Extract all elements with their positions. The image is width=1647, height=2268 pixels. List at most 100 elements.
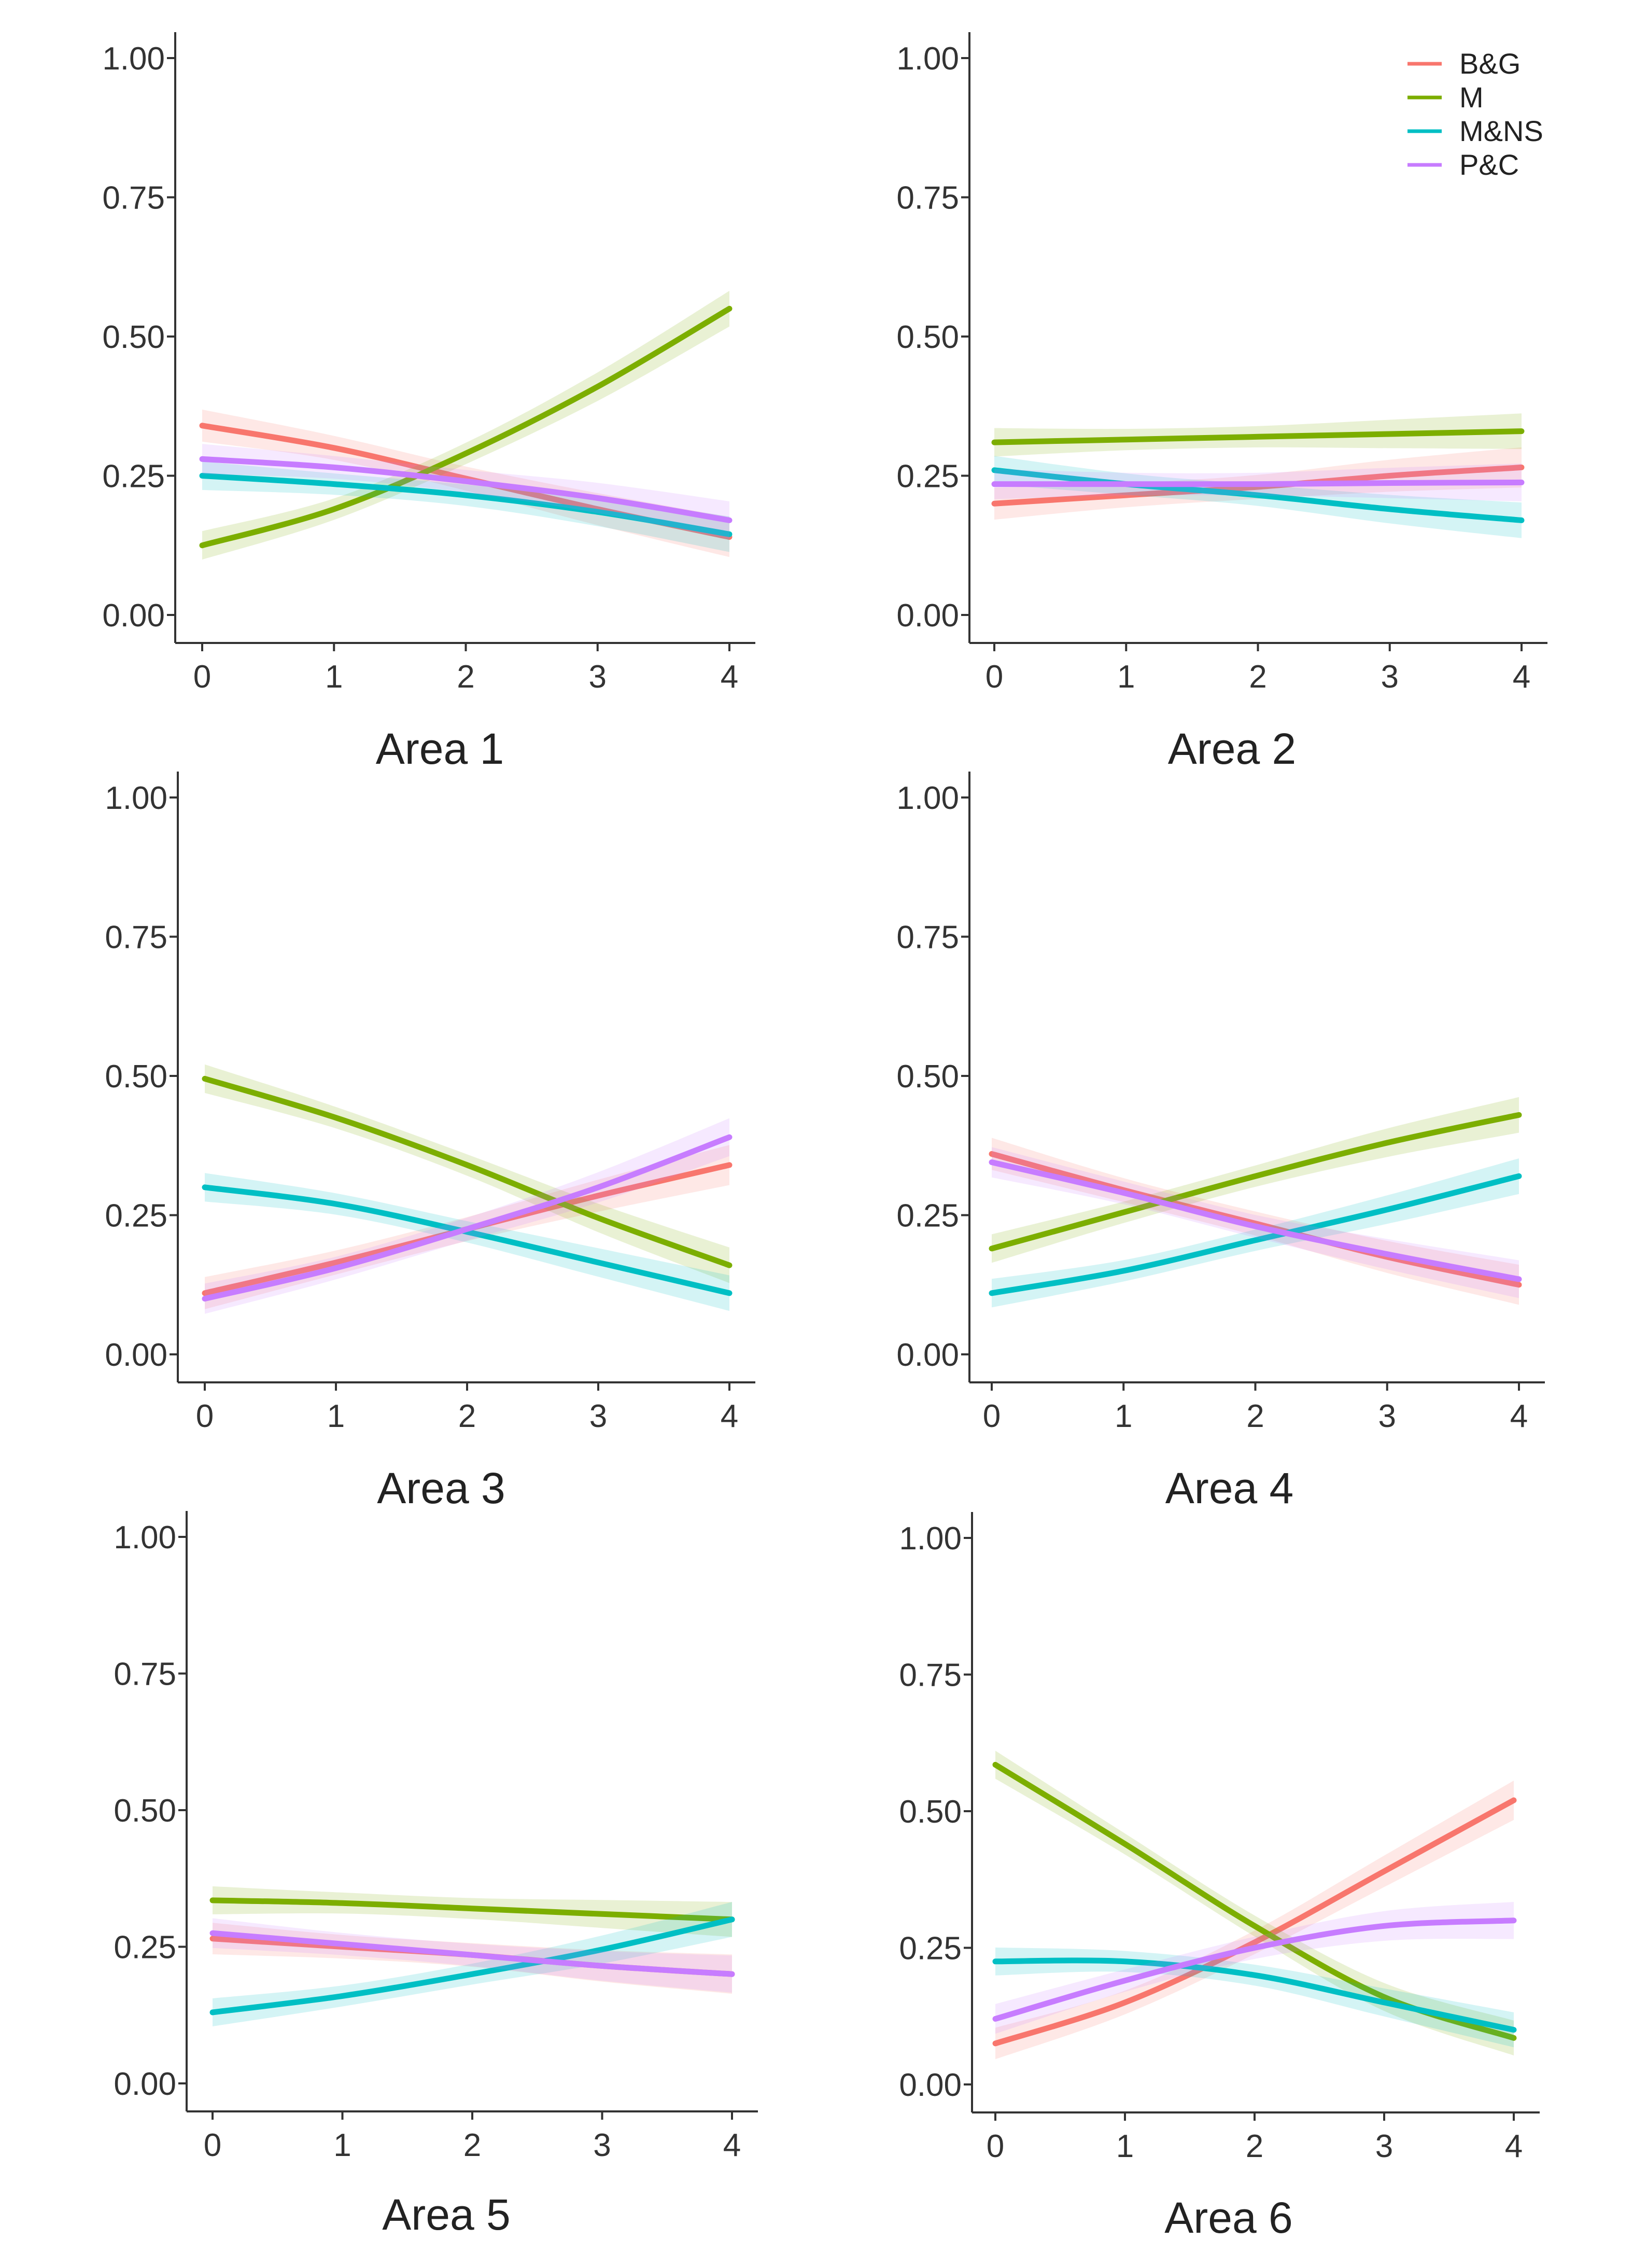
x-tick-label: 1 [1116, 2129, 1134, 2164]
x-tick-label: 1 [1115, 1398, 1132, 1434]
x-tick-label: 4 [723, 2127, 741, 2163]
legend-item-m: M [1407, 81, 1484, 114]
legend-label-mns: M&NS [1459, 115, 1543, 147]
series-line-mns [991, 467, 1525, 523]
y-tick-label: 0.00 [114, 2066, 176, 2102]
x-tick-label: 1 [333, 2127, 351, 2163]
x-tick-label: 0 [204, 2127, 221, 2163]
confidence-band-mns [205, 1173, 729, 1311]
series-line-pc [992, 1917, 1517, 2022]
x-tick-label: 4 [721, 659, 738, 695]
y-tick-label: 0.75 [896, 920, 959, 956]
y-tick-label: 1.00 [899, 1521, 962, 1557]
x-tick-label: 2 [1246, 2129, 1263, 2164]
panel-area-4: 0.00 0.25 0.50 0.75 1.00 0 1 2 3 4 Area 4 [896, 772, 1545, 1513]
x-tick-label: 0 [986, 659, 1003, 695]
legend-label-bg: B&G [1459, 47, 1521, 80]
y-tick-label: 0.50 [896, 319, 959, 355]
series-line-mns [989, 1173, 1522, 1296]
legend-label-pc: P&C [1459, 148, 1519, 181]
series-line-pc [989, 1159, 1522, 1282]
x-tick-label: 0 [983, 1398, 1001, 1434]
confidence-band-bg [213, 1923, 732, 1994]
y-tick-label: 1.00 [102, 41, 165, 77]
x-tick-label: 2 [1246, 1398, 1264, 1434]
legend-item-bg: B&G [1407, 47, 1521, 80]
area-title: Area 2 [1168, 724, 1297, 773]
x-tick-label: 4 [721, 1398, 738, 1434]
x-tick-label: 3 [1378, 1398, 1396, 1434]
x-tick-label: 3 [589, 1398, 607, 1434]
area-title: Area 3 [377, 1464, 505, 1513]
x-tick-label: 1 [325, 659, 343, 695]
confidence-band-pc [992, 1147, 1519, 1298]
legend-item-pc: P&C [1407, 148, 1519, 181]
panel-area-5: 0.00 0.25 0.50 0.75 1.00 0 1 2 3 4 Area 5 [114, 1511, 758, 2239]
series-line-pc [202, 1134, 733, 1302]
y-tick-label: 0.25 [102, 459, 165, 495]
y-tick-label: 1.00 [114, 1520, 176, 1556]
y-tick-label: 0.00 [899, 2067, 962, 2103]
series-line-bg [992, 1797, 1517, 2047]
x-tick-label: 1 [327, 1398, 345, 1434]
panel-area-6: 0.00 0.25 0.50 0.75 1.00 0 1 2 3 4 Area 6 [899, 1512, 1540, 2242]
x-tick-label: 4 [1505, 2129, 1523, 2164]
series-line-pc [991, 479, 1525, 487]
confidence-band-pc [995, 1902, 1514, 2034]
y-tick-label: 1.00 [105, 780, 167, 816]
x-tick-label: 0 [193, 659, 211, 695]
y-tick-label: 0.25 [114, 1930, 176, 1966]
y-tick-label: 0.75 [102, 180, 165, 216]
confidence-band-bg [995, 1781, 1514, 2060]
y-tick-label: 0.50 [899, 1794, 962, 1830]
y-tick-label: 0.75 [114, 1657, 176, 1692]
y-tick-label: 0.50 [114, 1793, 176, 1829]
series-line-mns [199, 473, 733, 537]
y-tick-label: 1.00 [896, 780, 959, 816]
y-tick-label: 0.00 [896, 598, 959, 634]
y-tick-label: 0.50 [102, 319, 165, 355]
panel-area-1: 0.00 0.25 0.50 0.75 1.00 0 1 2 3 4 Area 1 [102, 32, 755, 773]
y-tick-label: 0.75 [105, 920, 167, 956]
area-title: Area 5 [382, 2190, 511, 2239]
x-tick-label: 2 [463, 2127, 481, 2163]
confidence-band-mns [995, 1947, 1514, 2048]
panel-area-3: 0.00 0.25 0.50 0.75 1.00 0 1 2 3 4 Area 3 [105, 772, 755, 1513]
x-tick-label: 3 [1381, 659, 1399, 695]
legend: B&G M M&NS P&C [1407, 47, 1543, 181]
series-line-pc [199, 456, 733, 523]
panel-area-2: 0.00 0.25 0.50 0.75 1.00 0 1 2 3 4 Area 2 [896, 32, 1547, 773]
legend-label-m: M [1459, 81, 1484, 114]
x-tick-label: 4 [1513, 659, 1530, 695]
y-tick-label: 0.25 [105, 1198, 167, 1234]
x-tick-label: 3 [1375, 2129, 1393, 2164]
x-tick-label: 2 [457, 659, 474, 695]
y-tick-label: 0.25 [899, 1931, 962, 1967]
series-line-pc [209, 1930, 735, 1977]
y-tick-label: 0.00 [102, 598, 165, 634]
y-tick-label: 0.25 [896, 1198, 959, 1234]
legend-item-mns: M&NS [1407, 115, 1543, 147]
confidence-band-m [213, 1886, 732, 1937]
y-tick-label: 0.00 [896, 1337, 959, 1373]
area-title: Area 6 [1164, 2193, 1293, 2242]
area-title: Area 4 [1165, 1464, 1294, 1513]
x-tick-label: 0 [987, 2129, 1004, 2164]
x-tick-label: 1 [1117, 659, 1135, 695]
y-tick-label: 0.50 [105, 1059, 167, 1095]
x-tick-label: 3 [593, 2127, 611, 2163]
x-tick-label: 2 [458, 1398, 476, 1434]
y-tick-label: 0.00 [105, 1337, 167, 1373]
y-tick-label: 0.50 [896, 1059, 959, 1095]
x-tick-label: 2 [1249, 659, 1266, 695]
series-line-m [199, 305, 733, 549]
series-line-m [209, 1897, 735, 1923]
confidence-band-pc [205, 1118, 729, 1314]
series-line-m [202, 1075, 733, 1268]
y-tick-label: 0.75 [899, 1658, 962, 1693]
area-title: Area 1 [376, 724, 504, 773]
y-tick-label: 0.25 [896, 459, 959, 495]
series-line-mns [209, 1916, 735, 2015]
